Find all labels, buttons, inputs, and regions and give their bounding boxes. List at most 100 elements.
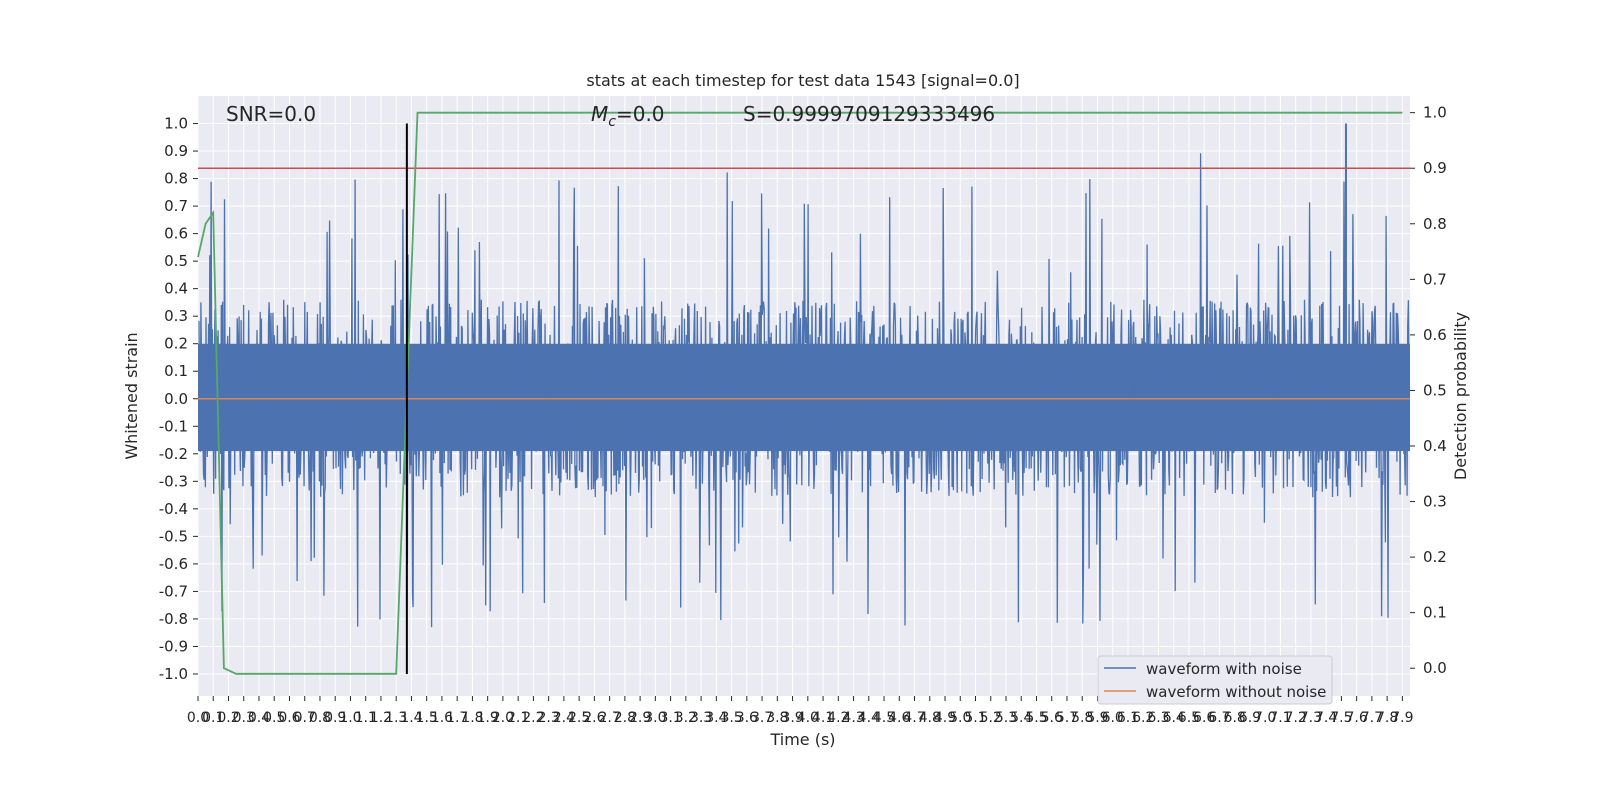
x-tick-label: 4.8 (919, 710, 941, 726)
y-tick-label-left: 0.3 (164, 307, 188, 325)
x-tick-label: 7.1 (1269, 710, 1291, 726)
y-tick-label-left: 0.4 (164, 280, 188, 298)
y-tick-label-right: 0.0 (1423, 659, 1447, 677)
x-tick-label: 7.5 (1330, 710, 1352, 726)
x-tick-label: 1.9 (477, 710, 499, 726)
y-tick-label-left: -0.4 (159, 500, 188, 518)
y-tick-label-left: 0.9 (164, 142, 188, 160)
x-tick-label: 7.6 (1346, 710, 1368, 726)
y-tick-label-left: 0.2 (164, 335, 188, 353)
x-tick-label: 6.0 (1102, 710, 1124, 726)
x-tick-label: 3.7 (751, 710, 773, 726)
x-tick-label: 6.4 (1163, 710, 1185, 726)
x-tick-label: 3.1 (659, 710, 681, 726)
x-tick-label: 4.2 (827, 710, 849, 726)
y-tick-label-left: 0.5 (164, 252, 188, 270)
y-tick-label-left: 0.8 (164, 170, 188, 188)
y-tick-label-left: -1.0 (159, 665, 188, 683)
y-tick-label-left: 0.0 (164, 390, 188, 408)
y-tick-label-left: -0.9 (159, 637, 188, 655)
x-tick-label: 2.9 (629, 710, 651, 726)
x-tick-label: 3.0 (644, 710, 666, 726)
legend-box (1097, 655, 1333, 705)
x-tick-label: 5.3 (995, 710, 1017, 726)
right-y-tick-labels: 1.0 0.9 0.8 0.7 0.6 0.5 0.4 0.3 0.2 0.1 0.0 (1410, 104, 1447, 677)
x-tick-label: 0.4 (248, 710, 270, 726)
left-y-tick-labels: 1.0 0.9 0.8 0.7 0.6 0.5 0.4 0.3 0.2 0.1 0.0 -0.1 -0.… (159, 115, 198, 683)
legend-label-noise: waveform with noise (1146, 660, 1302, 678)
x-tick-label: 4.1 (812, 710, 834, 726)
x-tick-label: 1.1 (355, 710, 377, 726)
x-tick-label: 4.5 (873, 710, 895, 726)
y-tick-label-right: 0.9 (1423, 159, 1447, 177)
x-tick-label: 0.7 (294, 710, 316, 726)
x-tick-label: 0.9 (324, 710, 346, 726)
y-tick-label-left: -0.6 (159, 555, 188, 573)
x-tick-label: 3.6 (736, 710, 758, 726)
x-tick-label: 6.9 (1239, 710, 1261, 726)
x-tick-label: 3.4 (705, 710, 727, 726)
x-tick-label: 3.8 (766, 710, 788, 726)
chart-title: stats at each timestep for test data 154… (586, 71, 1019, 90)
y-tick-label-left: -0.2 (159, 445, 188, 463)
x-tick-label: 4.7 (903, 710, 925, 726)
mc-annotation: Mc=0.0 (591, 102, 665, 130)
x-tick-label: 3.3 (690, 710, 712, 726)
x-tick-label: 3.9 (781, 710, 803, 726)
x-tick-label: 0.2 (217, 710, 239, 726)
x-tick-label: 4.9 (934, 710, 956, 726)
x-tick-label: 0.8 (309, 710, 331, 726)
x-tick-label: 5.2 (980, 710, 1002, 726)
x-tick-label: 6.1 (1117, 710, 1139, 726)
x-tick-label: 2.5 (568, 710, 590, 726)
x-tick-label: 2.3 (538, 710, 560, 726)
x-tick-label: 1.7 (446, 710, 468, 726)
x-tick-label: 1.8 (461, 710, 483, 726)
x-tick-label: 6.2 (1132, 710, 1154, 726)
x-tick-label: 3.2 (675, 710, 697, 726)
y-tick-label-right: 0.7 (1423, 270, 1447, 288)
y-tick-label-left: -0.5 (159, 527, 188, 545)
x-tick-label: 5.0 (949, 710, 971, 726)
x-tick-label: 5.7 (1056, 710, 1078, 726)
x-tick-label: 6.6 (1193, 710, 1215, 726)
x-axis-label: Time (s) (769, 730, 835, 749)
y-tick-label-left: 0.7 (164, 197, 188, 215)
x-tick-label: 2.7 (598, 710, 620, 726)
series-line (197, 111, 1403, 675)
y-tick-label-right: 0.5 (1423, 381, 1447, 399)
y-tick-label-left: -0.3 (159, 472, 188, 490)
y-axis-label-left: Whitened strain (122, 332, 141, 459)
x-tick-label: 6.5 (1178, 710, 1200, 726)
y-tick-label-left: -0.7 (159, 582, 188, 600)
x-tick-label: 7.4 (1315, 710, 1337, 726)
x-tick-label: 1.5 (416, 710, 438, 726)
snr-annotation: SNR=0.0 (226, 102, 316, 126)
legend-label-clean: waveform without noise (1146, 683, 1326, 701)
x-tick-label: 7.2 (1285, 710, 1307, 726)
x-tick-label: 7.9 (1391, 710, 1413, 726)
y-tick-label-left: -0.8 (159, 610, 188, 628)
y-axis-label-right: Detection probability (1451, 312, 1470, 480)
x-tick-label: 1.6 (431, 710, 453, 726)
x-tick-label: 5.4 (1010, 710, 1032, 726)
x-tick-label: 4.6 (888, 710, 910, 726)
x-tick-label: 6.8 (1224, 710, 1246, 726)
x-tick-label: 5.5 (1025, 710, 1047, 726)
x-tick-label: 5.9 (1086, 710, 1108, 726)
y-tick-label-left: 0.6 (164, 225, 188, 243)
y-tick-label-right: 0.4 (1423, 437, 1447, 455)
x-tick-label: 2.2 (522, 710, 544, 726)
x-tick-label: 1.3 (385, 710, 407, 726)
x-tick-label: 0.0 (187, 710, 209, 726)
x-tick-label: 6.7 (1208, 710, 1230, 726)
x-tick-label: 5.1 (964, 710, 986, 726)
legend: waveform with noise waveform without noi… (1097, 655, 1333, 705)
x-tick-label: 1.2 (370, 710, 392, 726)
y-tick-label-left: 1.0 (164, 115, 188, 133)
x-tick-label: 4.4 (858, 710, 880, 726)
x-tick-label: 2.8 (614, 710, 636, 726)
x-tick-label: 6.3 (1147, 710, 1169, 726)
x-tick-label: 0.5 (263, 710, 285, 726)
